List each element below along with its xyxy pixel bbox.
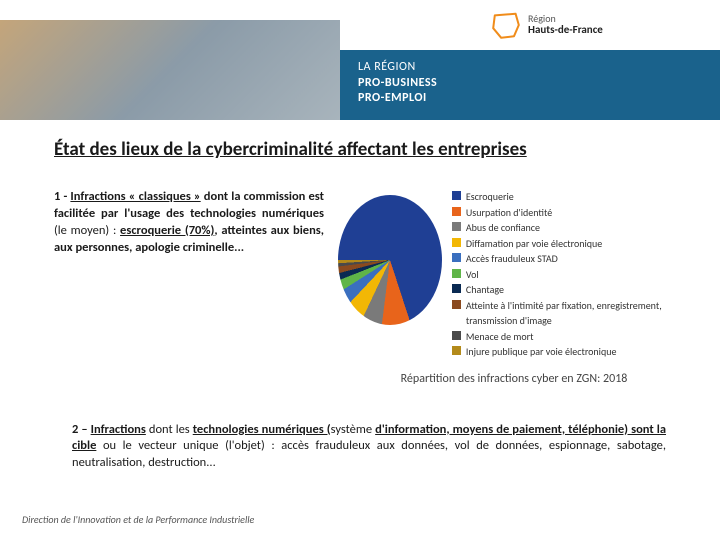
p2-mid3: ou le vecteur unique (l'objet) : accès f… (72, 438, 666, 470)
legend-label: Usurpation d'identité (466, 205, 552, 221)
legend-item: Injure publique par voie électronique (452, 344, 690, 360)
region-logo-icon (490, 9, 522, 41)
p1-b1: technologies numériques (190, 206, 324, 221)
legend-item: Diffamation par voie électronique (452, 236, 690, 252)
p2-prefix: 2 – (72, 422, 91, 437)
legend-swatch (452, 331, 461, 340)
chart-caption: Répartition des infractions cyber en ZGN… (338, 372, 690, 386)
content-row: 1 - Infractions « classiques » dont la c… (0, 189, 720, 386)
p1-prefix: 1 - (54, 189, 70, 204)
pie-chart (338, 195, 442, 325)
legend-item: Atteinte à l'intimité par fixation, enre… (452, 298, 690, 329)
p2-mid1: dont les (146, 422, 193, 437)
p2-mid2: système (331, 422, 375, 437)
slide-header: Région Hauts-de-France LA RÉGION PRO-BUS… (0, 0, 720, 120)
logo-region-name: Hauts-de-France (528, 24, 603, 36)
logo-text: Région Hauts-de-France (528, 13, 603, 36)
legend-item: Abus de confiance (452, 220, 690, 236)
legend-item: Menace de mort (452, 329, 690, 345)
paragraph-1: 1 - Infractions « classiques » dont la c… (54, 189, 324, 386)
legend-item: Chantage (452, 282, 690, 298)
chart-box: EscroquerieUsurpation d'identitéAbus de … (338, 189, 690, 360)
paragraph-2: 2 – Infractions dont les technologies nu… (72, 422, 666, 473)
legend-label: Vol (466, 267, 479, 283)
page-title: État des lieux de la cybercriminalité af… (54, 138, 720, 161)
legend-swatch (452, 191, 461, 200)
header-photo (0, 20, 340, 120)
p1-u1: Infractions « classiques » (70, 189, 200, 204)
legend-label: Atteinte à l'intimité par fixation, enre… (466, 298, 690, 329)
legend-swatch (452, 284, 461, 293)
p1-u2: escroquerie (70%) (120, 223, 214, 238)
legend-item: Vol (452, 267, 690, 283)
legend-swatch (452, 269, 461, 278)
blue-line-1: LA RÉGION (358, 60, 720, 76)
logo-bar: Région Hauts-de-France (340, 0, 720, 50)
legend-label: Escroquerie (466, 189, 514, 205)
p1-mid2: (le moyen) : (54, 223, 120, 238)
legend-label: Abus de confiance (466, 220, 540, 236)
p2-u2: technologies numériques ( (193, 422, 331, 437)
legend-label: Diffamation par voie électronique (466, 236, 602, 252)
blue-line-3: PRO-EMPLOI (358, 91, 720, 107)
blue-line-2: PRO-BUSINESS (358, 76, 720, 92)
legend-label: Injure publique par voie électronique (466, 344, 617, 360)
legend-swatch (452, 222, 461, 231)
legend-item: Accès frauduleux STAD (452, 251, 690, 267)
legend-item: Escroquerie (452, 189, 690, 205)
legend-swatch (452, 253, 461, 262)
legend-label: Chantage (466, 282, 504, 298)
header-right: Région Hauts-de-France LA RÉGION PRO-BUS… (340, 0, 720, 120)
legend-swatch (452, 300, 461, 309)
legend-label: Menace de mort (466, 329, 534, 345)
footer-text: Direction de l'Innovation et de la Perfo… (22, 513, 254, 526)
legend-swatch (452, 346, 461, 355)
chart-legend: EscroquerieUsurpation d'identitéAbus de … (452, 189, 690, 360)
legend-swatch (452, 207, 461, 216)
legend-label: Accès frauduleux STAD (466, 251, 558, 267)
legend-item: Usurpation d'identité (452, 205, 690, 221)
p2-u1: Infractions (91, 422, 146, 437)
legend-swatch (452, 238, 461, 247)
chart-area: EscroquerieUsurpation d'identitéAbus de … (338, 189, 690, 386)
header-blue-bar: LA RÉGION PRO-BUSINESS PRO-EMPLOI (340, 50, 720, 120)
